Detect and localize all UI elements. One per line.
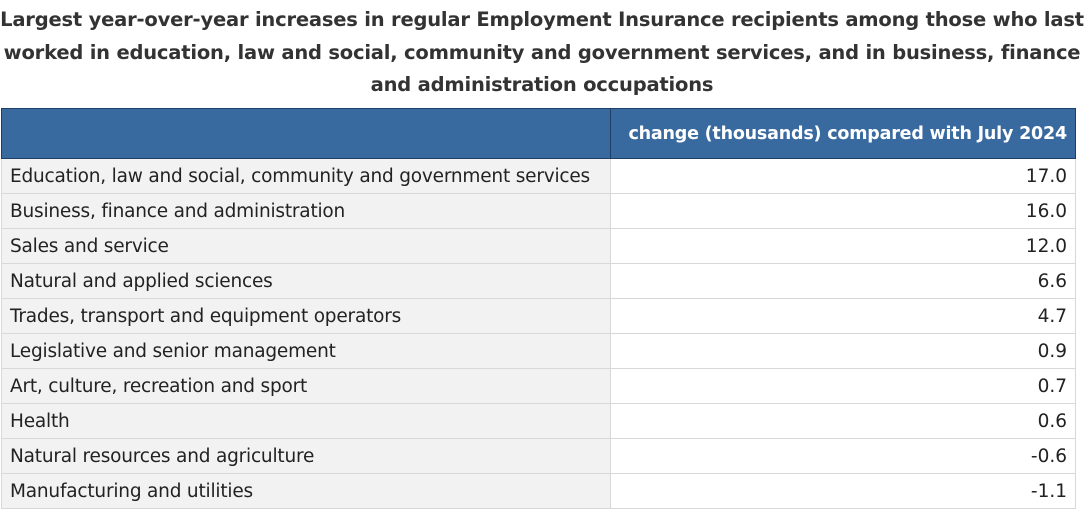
row-category: Natural and applied sciences [1,263,611,299]
value-column-header: change (thousands) compared with July 20… [610,108,1076,159]
table-row: Trades, transport and equipment operator… [1,298,1076,334]
table-row: Business, finance and administration 16.… [1,193,1076,229]
category-column-header [1,108,611,159]
row-category: Education, law and social, community and… [1,158,611,194]
row-category: Health [1,403,611,439]
row-value: 12.0 [610,228,1076,264]
data-table: change (thousands) compared with July 20… [1,108,1076,509]
table-row: Art, culture, recreation and sport 0.7 [1,368,1076,404]
row-value: 16.0 [610,193,1076,229]
row-value: 0.9 [610,333,1076,369]
row-category: Sales and service [1,228,611,264]
row-category: Art, culture, recreation and sport [1,368,611,404]
table-row: Education, law and social, community and… [1,158,1076,194]
row-value: 17.0 [610,158,1076,194]
table-row: Health 0.6 [1,403,1076,439]
row-value: 6.6 [610,263,1076,299]
row-value: 4.7 [610,298,1076,334]
table-row: Natural resources and agriculture -0.6 [1,438,1076,474]
row-value: -0.6 [610,438,1076,474]
row-category: Business, finance and administration [1,193,611,229]
table-row: Legislative and senior management 0.9 [1,333,1076,369]
row-value: 0.6 [610,403,1076,439]
table-row: Natural and applied sciences 6.6 [1,263,1076,299]
row-category: Manufacturing and utilities [1,473,611,509]
row-value: 0.7 [610,368,1076,404]
header-row: change (thousands) compared with July 20… [1,108,1076,159]
row-category: Legislative and senior management [1,333,611,369]
table-row: Manufacturing and utilities -1.1 [1,473,1076,509]
table-row: Sales and service 12.0 [1,228,1076,264]
row-value: -1.1 [610,473,1076,509]
row-category: Natural resources and agriculture [1,438,611,474]
row-category: Trades, transport and equipment operator… [1,298,611,334]
chart-title: Largest year-over-year increases in regu… [0,8,1084,96]
